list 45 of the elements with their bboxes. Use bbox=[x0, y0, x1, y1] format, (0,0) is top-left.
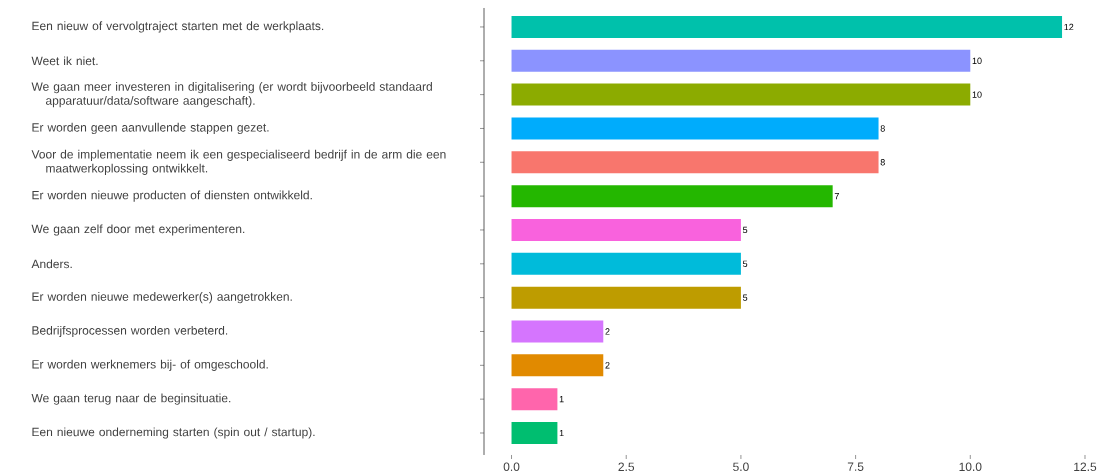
y-tick-label: Er worden nieuwe producten of diensten ontwikkeld. bbox=[32, 190, 312, 202]
data-label: 10 bbox=[972, 91, 982, 98]
y-tick-label: Weet ik niet. bbox=[31, 56, 98, 66]
bar bbox=[511, 117, 879, 140]
bar bbox=[511, 49, 971, 72]
data-label: 12 bbox=[1064, 23, 1074, 31]
data-label: 5 bbox=[742, 260, 748, 267]
y-tick-label: Voor de implementatie neem ik een gespecialiseerd bedrijf in de arm die een maatwerkoplossing ontwikkelt. bbox=[31, 149, 446, 175]
y-tick-label: Een nieuw of vervolgtraject starten met de werkplaats. bbox=[32, 21, 324, 33]
x-tick-label: 12.5 bbox=[1074, 462, 1097, 472]
data-label: 2 bbox=[605, 328, 610, 335]
y-tick-label: We gaan zelf door met experimenteren. bbox=[31, 224, 245, 236]
data-label: 8 bbox=[880, 125, 885, 132]
bar bbox=[511, 421, 558, 444]
data-label: 1 bbox=[559, 429, 564, 437]
bar bbox=[511, 151, 879, 174]
data-label: 7 bbox=[834, 193, 839, 200]
y-tick-label: Anders. bbox=[31, 259, 72, 269]
bar bbox=[511, 320, 604, 343]
bar bbox=[511, 252, 741, 275]
y-tick-label: We gaan terug naar de beginsituatie. bbox=[31, 393, 231, 405]
bar bbox=[511, 218, 741, 241]
x-tick-label: 10.0 bbox=[959, 462, 982, 472]
x-tick-label: 5.0 bbox=[733, 462, 749, 472]
y-tick-label: Er worden werknemers bij- of omgeschoold. bbox=[32, 359, 268, 371]
data-label: 5 bbox=[742, 226, 748, 234]
bar bbox=[511, 15, 1063, 38]
data-label: 5 bbox=[742, 294, 748, 301]
data-label: 8 bbox=[880, 159, 885, 166]
y-tick-label: We gaan meer investeren in digitalisering (er wordt bijvoorbeeld standaard apparatuur/data/software aangeschaft). bbox=[31, 82, 432, 108]
x-tick-label: 7.5 bbox=[847, 462, 864, 471]
y-tick-label: Er worden nieuwe medewerker(s) aangetrokken. bbox=[32, 292, 292, 304]
x-tick-label: 2.5 bbox=[618, 462, 635, 472]
bar bbox=[511, 185, 833, 208]
y-tick-label: Bedrijfsprocessen worden verbeterd. bbox=[32, 325, 228, 338]
bar bbox=[511, 286, 741, 309]
y-tick-label: Er worden geen aanvullende stappen gezet. bbox=[32, 122, 269, 135]
data-label: 1 bbox=[559, 396, 564, 403]
data-label: 2 bbox=[605, 362, 610, 369]
bar bbox=[511, 388, 558, 411]
y-tick-label: Een nieuwe onderneming starten (spin out / startup). bbox=[32, 427, 315, 439]
data-label: 10 bbox=[972, 57, 982, 64]
x-tick-label: 0.0 bbox=[503, 462, 520, 472]
bar bbox=[511, 83, 971, 106]
bar bbox=[511, 354, 604, 377]
